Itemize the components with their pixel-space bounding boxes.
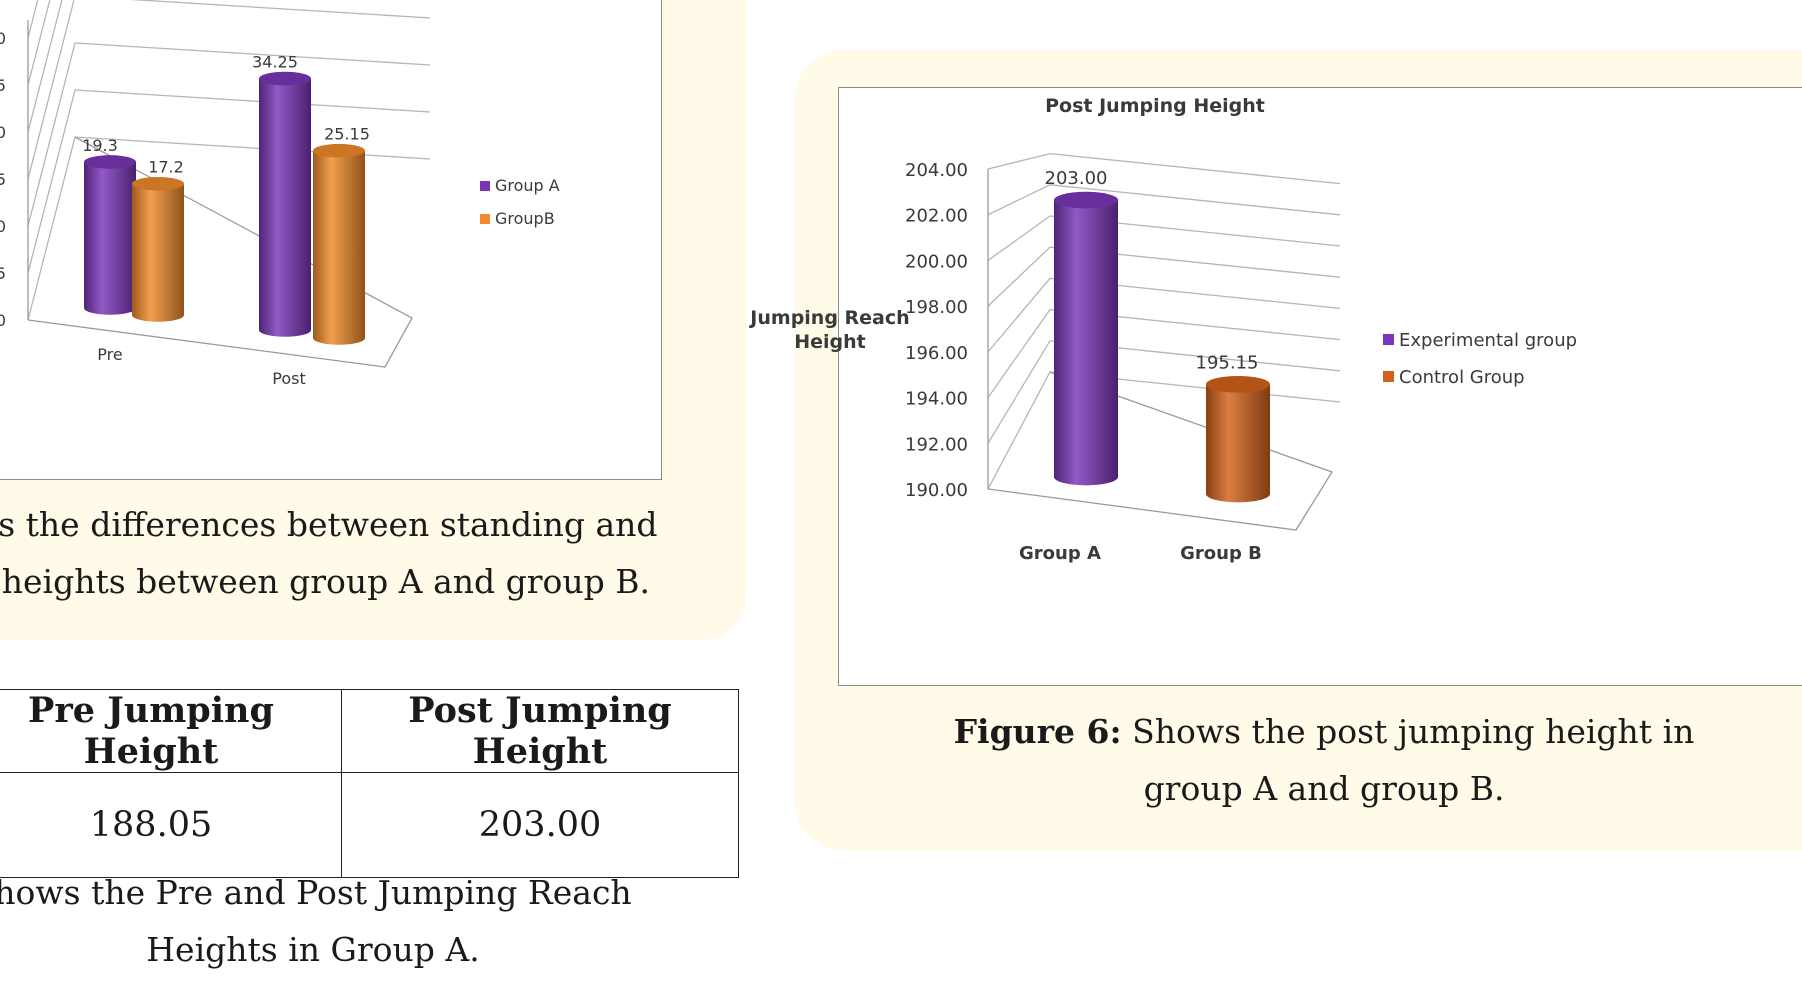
y-tick-label: 0	[0, 311, 6, 330]
legend-label: Group A	[495, 176, 560, 195]
bar-group-a-post	[259, 71, 311, 337]
figure6-caption-line1: Shows the post jumping height in	[1121, 712, 1695, 751]
legend-label: Experimental group	[1399, 330, 1577, 351]
gridline	[27, 0, 63, 133]
floor-edge	[27, 136, 413, 368]
figure5-caption: ws the differences between standing and …	[0, 496, 658, 610]
figure5-caption-line1: ws the differences between standing and	[0, 505, 658, 544]
x-tick-label: Pre	[97, 345, 122, 364]
gridline	[987, 184, 1341, 216]
legend-swatch	[1383, 371, 1394, 382]
figure5-caption-line2: h heights between group A and group B.	[0, 562, 650, 601]
figure5-bar-chart: 0 5 0 5 0 5 0 19.3 17.2 34.25 25.15 Pre Post Group A G…	[0, 0, 560, 388]
figure6-bar-chart: 190.00 192.00 194.00 196.00 198.00 200.00 202.…	[748, 95, 1577, 564]
y-tick-label: 5	[0, 76, 6, 95]
gridline	[987, 308, 1341, 398]
y-axis-label: Height	[794, 331, 866, 353]
legend-swatch	[1383, 334, 1394, 345]
legend-label: Control Group	[1399, 367, 1525, 388]
table-caption: hows the Pre and Post Jumping Reach Heig…	[0, 864, 656, 978]
data-label: 203.00	[1045, 168, 1108, 189]
gridline	[27, 0, 431, 180]
gridline	[27, 42, 431, 227]
table-cell-pre: 188.05	[0, 772, 342, 878]
gridline	[987, 152, 1341, 185]
table-header-row: Pre Jumping Height Post Jumping Height	[0, 689, 739, 773]
y-tick-label: 190.00	[905, 480, 968, 501]
table-row: 188.05 203.00	[0, 772, 739, 878]
y-axis-label: Jumping Reach	[748, 307, 909, 329]
figure6-caption-label: Figure 6:	[953, 712, 1122, 751]
y-tick-label: 0	[0, 123, 6, 142]
legend-swatch	[480, 214, 490, 224]
bar-group-b	[1206, 375, 1270, 503]
jumping-height-table: Pre Jumping Height Post Jumping Height 1…	[0, 689, 739, 878]
table-header-pre: Pre Jumping Height	[0, 689, 342, 773]
bar-group-a-pre	[84, 155, 136, 315]
x-tick-label: Group B	[1180, 543, 1262, 564]
bar-groupb-pre	[132, 176, 184, 322]
data-label: 25.15	[324, 125, 370, 144]
data-label: 34.25	[252, 53, 298, 72]
gridline	[987, 215, 1341, 261]
y-tick-label: 0	[0, 29, 6, 48]
bar-groupb-post	[313, 143, 365, 345]
gridline	[987, 277, 1341, 353]
figure6-caption-line2: group A and group B.	[1143, 769, 1505, 808]
y-tick-label: 198.00	[905, 297, 968, 318]
gridline	[987, 371, 1341, 490]
y-tick-label: 204.00	[905, 160, 968, 181]
y-tick-label: 202.00	[905, 206, 968, 227]
y-tick-label: 200.00	[905, 251, 968, 272]
table-header-post: Post Jumping Height	[341, 689, 739, 773]
y-tick-label: 196.00	[905, 343, 968, 364]
legend-swatch	[480, 181, 490, 191]
bar-group-a	[1054, 191, 1118, 486]
x-tick-label: Post	[272, 369, 305, 388]
x-tick-label: Group A	[1019, 543, 1101, 564]
gridline	[987, 246, 1341, 307]
gridline	[27, 89, 431, 274]
table-cell-post: 203.00	[341, 772, 739, 878]
chart-title: Post Jumping Height	[1045, 95, 1265, 117]
y-tick-label: 5	[0, 264, 6, 283]
y-tick-label: 0	[0, 217, 6, 236]
gridline	[27, 0, 51, 86]
floor-edge	[987, 371, 1333, 531]
figure6-chart-frame	[838, 87, 1802, 686]
figure6-caption: Figure 6: Shows the post jumping height …	[900, 703, 1748, 817]
data-label: 17.2	[148, 158, 184, 177]
data-label: 195.15	[1196, 352, 1259, 373]
y-tick-label: 5	[0, 170, 6, 189]
table-caption-line2: Heights in Group A.	[146, 930, 480, 969]
table-caption-line1: hows the Pre and Post Jumping Reach	[0, 873, 632, 912]
y-tick-label: 192.00	[905, 434, 968, 455]
gridline	[987, 340, 1341, 444]
y-tick-label: 194.00	[905, 389, 968, 410]
data-label: 19.3	[82, 136, 118, 155]
legend-label: GroupB	[495, 209, 555, 228]
